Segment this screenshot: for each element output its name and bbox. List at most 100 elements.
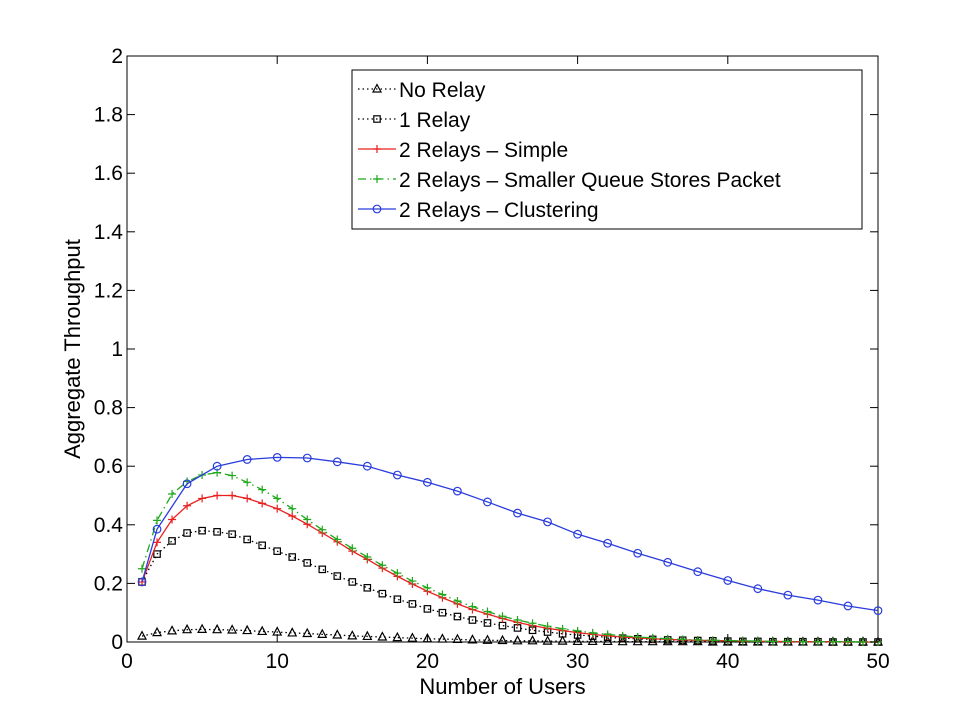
data-point-square: [468, 616, 477, 624]
data-point-circle: [513, 508, 522, 518]
data-point-plus: [678, 635, 687, 644]
data-point-plus: [663, 634, 672, 643]
data-point-plus: [483, 607, 492, 616]
legend-label: No Relay: [399, 79, 486, 102]
data-point-triangle: [467, 634, 478, 644]
y-tick-label: 0.6: [94, 455, 123, 478]
data-point-plus: [603, 630, 612, 639]
y-tick-label: 0.4: [94, 514, 124, 537]
data-point-triangle: [587, 635, 598, 646]
data-point-plus: [258, 499, 267, 508]
y-axis-label: Aggregate Throughput: [60, 239, 85, 459]
data-point-triangle: [197, 623, 208, 634]
series-3: [138, 468, 882, 646]
legend-item: 2 Relays – Smaller Queue Stores Packet: [358, 169, 781, 192]
data-point-plus: [453, 596, 462, 605]
data-point-triangle: [372, 83, 382, 93]
data-point-plus: [258, 485, 267, 494]
data-point-square: [408, 600, 417, 608]
data-point-square: [273, 547, 282, 555]
legend-item: 2 Relays – Clustering: [358, 199, 599, 222]
x-tick-label: 0: [121, 650, 133, 673]
data-point-circle: [453, 486, 462, 496]
data-point-plus: [423, 583, 432, 592]
data-point-plus: [213, 491, 222, 500]
data-point-square: [198, 526, 206, 535]
y-tick-label: 1.8: [94, 104, 123, 127]
data-point-triangle: [542, 635, 553, 645]
legend-label: 2 Relays – Clustering: [399, 199, 599, 222]
data-point-triangle: [242, 624, 253, 635]
data-point-square: [378, 589, 387, 598]
data-point-plus: [393, 569, 402, 578]
series-4: [137, 453, 883, 616]
data-point-plus: [588, 628, 597, 637]
data-point-triangle: [257, 625, 268, 636]
data-point-triangle: [647, 635, 658, 646]
legend-label: 2 Relays – Simple: [399, 139, 568, 162]
data-point-plus: [783, 637, 792, 646]
data-point-triangle: [167, 625, 178, 635]
data-point-triangle: [452, 633, 463, 643]
data-point-plus: [333, 535, 342, 544]
data-point-circle: [182, 479, 192, 489]
data-point-triangle: [227, 624, 238, 634]
data-point-plus: [348, 544, 357, 553]
data-point-square: [348, 578, 357, 586]
data-point-plus: [513, 616, 522, 625]
data-point-triangle: [572, 635, 583, 646]
data-point-square: [303, 559, 312, 567]
data-point-plus: [198, 494, 207, 503]
data-point-triangle: [152, 626, 163, 637]
data-point-square: [438, 608, 447, 617]
data-point-plus: [843, 637, 852, 646]
data-point-circle: [137, 577, 147, 587]
data-point-square: [483, 619, 492, 627]
data-point-triangle: [632, 635, 643, 646]
data-point-plus: [288, 504, 297, 513]
data-point-triangle: [662, 635, 673, 646]
y-tick-label: 1.6: [94, 162, 123, 185]
data-point-triangle: [527, 635, 538, 645]
data-point-plus: [303, 515, 312, 524]
data-point-triangle: [362, 630, 373, 641]
data-point-plus: [363, 553, 372, 562]
data-point-circle: [693, 567, 703, 577]
x-tick-label: 40: [716, 650, 739, 673]
legend-item: No Relay: [358, 79, 486, 102]
data-point-plus: [633, 633, 642, 642]
axes: 0 10 20 30 40 50 0 0.2 0.4 0.6 0.8 1 1.2 1.4 1.6 1.8 2: [94, 45, 890, 673]
data-point-circle: [813, 595, 823, 605]
y-tick-label: 1.4: [94, 221, 124, 244]
data-point-triangle: [347, 630, 358, 640]
data-point-plus: [243, 494, 252, 503]
y-tick-label: 0.2: [94, 572, 123, 595]
data-point-triangle: [287, 627, 298, 637]
data-point-square: [153, 550, 161, 558]
data-point-circle: [332, 457, 342, 467]
data-point-plus: [693, 635, 702, 644]
data-point-square: [243, 535, 251, 544]
data-point-circle: [242, 455, 252, 464]
x-axis-label: Number of Users: [419, 674, 585, 699]
x-tick-label: 20: [416, 650, 439, 673]
data-point-plus: [528, 619, 537, 628]
series-line: [141, 456, 879, 612]
data-point-square: [423, 605, 432, 613]
data-point-triangle: [212, 623, 223, 634]
data-point-plus: [183, 501, 192, 510]
data-point-circle: [753, 584, 763, 594]
data-point-plus: [828, 637, 837, 646]
data-point-circle: [212, 461, 222, 471]
data-point-plus: [573, 626, 582, 635]
data-point-circle: [372, 204, 382, 214]
data-point-plus: [273, 504, 282, 513]
data-point-square: [393, 595, 402, 604]
data-point-circle: [843, 601, 853, 611]
data-point-triangle: [317, 628, 328, 638]
data-point-triangle: [557, 635, 568, 645]
legend-label: 2 Relays – Smaller Queue Stores Packet: [399, 169, 781, 192]
y-tick-label: 1: [111, 338, 123, 361]
data-point-circle: [573, 529, 582, 539]
data-point-plus: [228, 471, 237, 480]
